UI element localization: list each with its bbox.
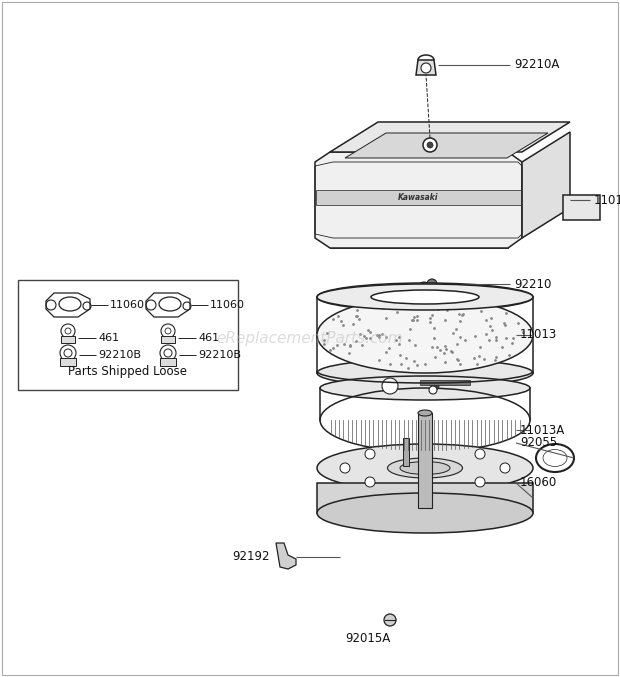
Circle shape	[427, 279, 437, 289]
Ellipse shape	[320, 376, 530, 400]
Circle shape	[421, 63, 431, 73]
Text: 92015A: 92015A	[345, 632, 391, 645]
Circle shape	[500, 463, 510, 473]
Text: 92210: 92210	[514, 278, 551, 290]
Text: 92055: 92055	[520, 437, 557, 450]
Text: 11060: 11060	[110, 300, 145, 310]
Circle shape	[431, 382, 439, 390]
Ellipse shape	[317, 283, 533, 311]
Circle shape	[475, 477, 485, 487]
Circle shape	[418, 282, 430, 294]
Polygon shape	[416, 60, 436, 75]
Ellipse shape	[317, 493, 533, 533]
Ellipse shape	[371, 290, 479, 304]
Text: 461: 461	[198, 333, 219, 343]
Text: 461: 461	[98, 333, 119, 343]
Ellipse shape	[388, 458, 463, 478]
Circle shape	[427, 142, 433, 148]
Polygon shape	[18, 280, 238, 390]
Ellipse shape	[371, 290, 479, 304]
Ellipse shape	[317, 444, 533, 492]
Text: Parts Shipped Loose: Parts Shipped Loose	[68, 366, 187, 378]
Text: eReplacementParts.com: eReplacementParts.com	[216, 332, 404, 347]
Ellipse shape	[317, 284, 533, 310]
Ellipse shape	[400, 462, 450, 475]
Text: 92210A: 92210A	[514, 58, 559, 72]
Circle shape	[365, 477, 375, 487]
Ellipse shape	[317, 359, 533, 387]
Text: 92192: 92192	[232, 550, 270, 563]
Text: 11013A: 11013A	[520, 424, 565, 437]
Text: 16060: 16060	[520, 477, 557, 489]
Circle shape	[423, 138, 437, 152]
Ellipse shape	[418, 410, 432, 416]
Ellipse shape	[543, 450, 567, 466]
Polygon shape	[316, 190, 521, 205]
Circle shape	[384, 614, 396, 626]
Polygon shape	[418, 413, 432, 508]
Polygon shape	[420, 380, 470, 385]
Polygon shape	[61, 336, 75, 343]
Polygon shape	[317, 483, 533, 513]
Text: 92210B: 92210B	[198, 350, 241, 360]
Text: 92210B: 92210B	[98, 350, 141, 360]
Circle shape	[429, 386, 437, 394]
Polygon shape	[160, 358, 176, 366]
Polygon shape	[60, 358, 76, 366]
Circle shape	[420, 445, 430, 455]
Polygon shape	[345, 133, 548, 158]
Circle shape	[420, 481, 430, 491]
Polygon shape	[563, 195, 600, 220]
Ellipse shape	[317, 297, 533, 373]
Polygon shape	[522, 132, 570, 238]
Text: 11060: 11060	[210, 300, 245, 310]
Polygon shape	[161, 336, 175, 343]
Circle shape	[340, 463, 350, 473]
Text: 11013: 11013	[520, 328, 557, 341]
Circle shape	[475, 449, 485, 459]
Circle shape	[365, 449, 375, 459]
Circle shape	[382, 378, 398, 394]
Text: 11011: 11011	[594, 194, 620, 206]
Polygon shape	[315, 152, 522, 248]
Text: Kawasaki: Kawasaki	[398, 192, 438, 202]
Polygon shape	[330, 122, 570, 152]
Polygon shape	[276, 543, 296, 569]
Polygon shape	[403, 438, 409, 466]
